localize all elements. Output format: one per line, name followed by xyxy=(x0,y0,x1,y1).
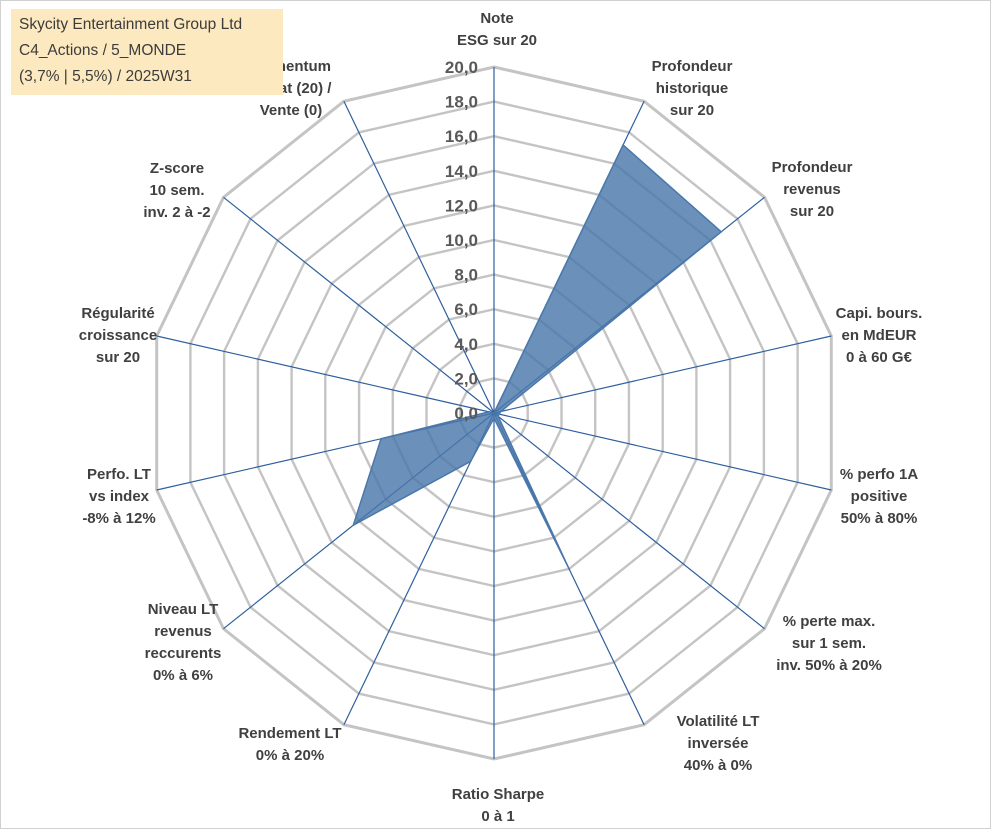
data-point-8 xyxy=(469,460,472,463)
axis-spoke-13 xyxy=(343,101,495,414)
axis-spoke-3 xyxy=(493,335,832,414)
tick-label-10: 20,0 xyxy=(445,58,478,77)
tick-label-5: 10,0 xyxy=(445,231,478,250)
axis-label-0: Note ESG sur 20 xyxy=(457,10,537,49)
data-point-9 xyxy=(352,524,355,526)
axis-label-6: Volatilité LT inversée 40% à 0% xyxy=(677,713,760,774)
data-point-4 xyxy=(498,413,500,416)
axis-label-1: Profondeur historique sur 20 xyxy=(652,58,733,119)
data-point-7 xyxy=(493,417,495,420)
tick-label-2: 4,0 xyxy=(454,335,478,354)
data-point-10 xyxy=(380,438,382,440)
axis-spoke-11 xyxy=(156,335,495,414)
title-box: Skycity Entertainment Group Ltd C4_Actio… xyxy=(11,9,283,95)
axis-spoke-12 xyxy=(223,196,495,414)
tick-label-1: 2,0 xyxy=(454,369,478,388)
axis-label-2: Profondeur revenus sur 20 xyxy=(772,159,853,220)
data-point-2 xyxy=(720,231,722,233)
axis-spoke-4 xyxy=(493,412,832,491)
radar-tick-labels: 0,0 2,0 4,0 6,0 8,0 10,0 12,0 14,0 16,0 18,0 20,0 xyxy=(445,58,478,423)
tick-label-0: 0,0 xyxy=(454,404,478,423)
axis-label-5: % perte max. sur 1 sem. inv. 50% à 20% xyxy=(776,613,882,674)
axis-label-4: % perfo 1A positive 50% à 80% xyxy=(840,466,919,527)
axis-label-12: Z-score 10 sem. inv. 2 à -2 xyxy=(143,160,210,221)
axis-label-7: Ratio Sharpe 0 à 1 xyxy=(452,786,545,825)
axis-spoke-8 xyxy=(343,412,495,725)
axis-label-11: Régularité croissance sur 20 xyxy=(79,305,157,366)
axis-label-8: Rendement LT 0% à 20% xyxy=(238,725,341,764)
portfolio-name: C4_Actions / 5_MONDE xyxy=(19,42,187,59)
data-point-13 xyxy=(493,412,495,414)
performance-week: (3,7% | 5,5%) / 2025W31 xyxy=(19,68,192,85)
data-point-1 xyxy=(622,144,624,146)
data-point-11 xyxy=(488,411,490,413)
tick-label-4: 8,0 xyxy=(454,266,478,285)
data-point-3 xyxy=(499,410,502,413)
data-point-6 xyxy=(568,568,570,570)
axis-label-9: Niveau LT revenus reccurents 0% à 6% xyxy=(145,601,222,684)
tick-label-6: 12,0 xyxy=(445,196,478,215)
axis-spoke-5 xyxy=(493,412,765,630)
tick-label-8: 16,0 xyxy=(445,127,478,146)
axis-label-3: Capi. bours. en MdEUR 0 à 60 G€ xyxy=(836,305,923,366)
tick-label-3: 6,0 xyxy=(454,300,478,319)
company-name: Skycity Entertainment Group Ltd xyxy=(19,16,243,33)
data-point-5 xyxy=(497,415,499,418)
tick-label-9: 18,0 xyxy=(445,93,478,112)
radar-series xyxy=(352,144,722,570)
axis-label-10: Perfo. LT vs index -8% à 12% xyxy=(82,466,155,527)
tick-label-7: 14,0 xyxy=(445,162,478,181)
